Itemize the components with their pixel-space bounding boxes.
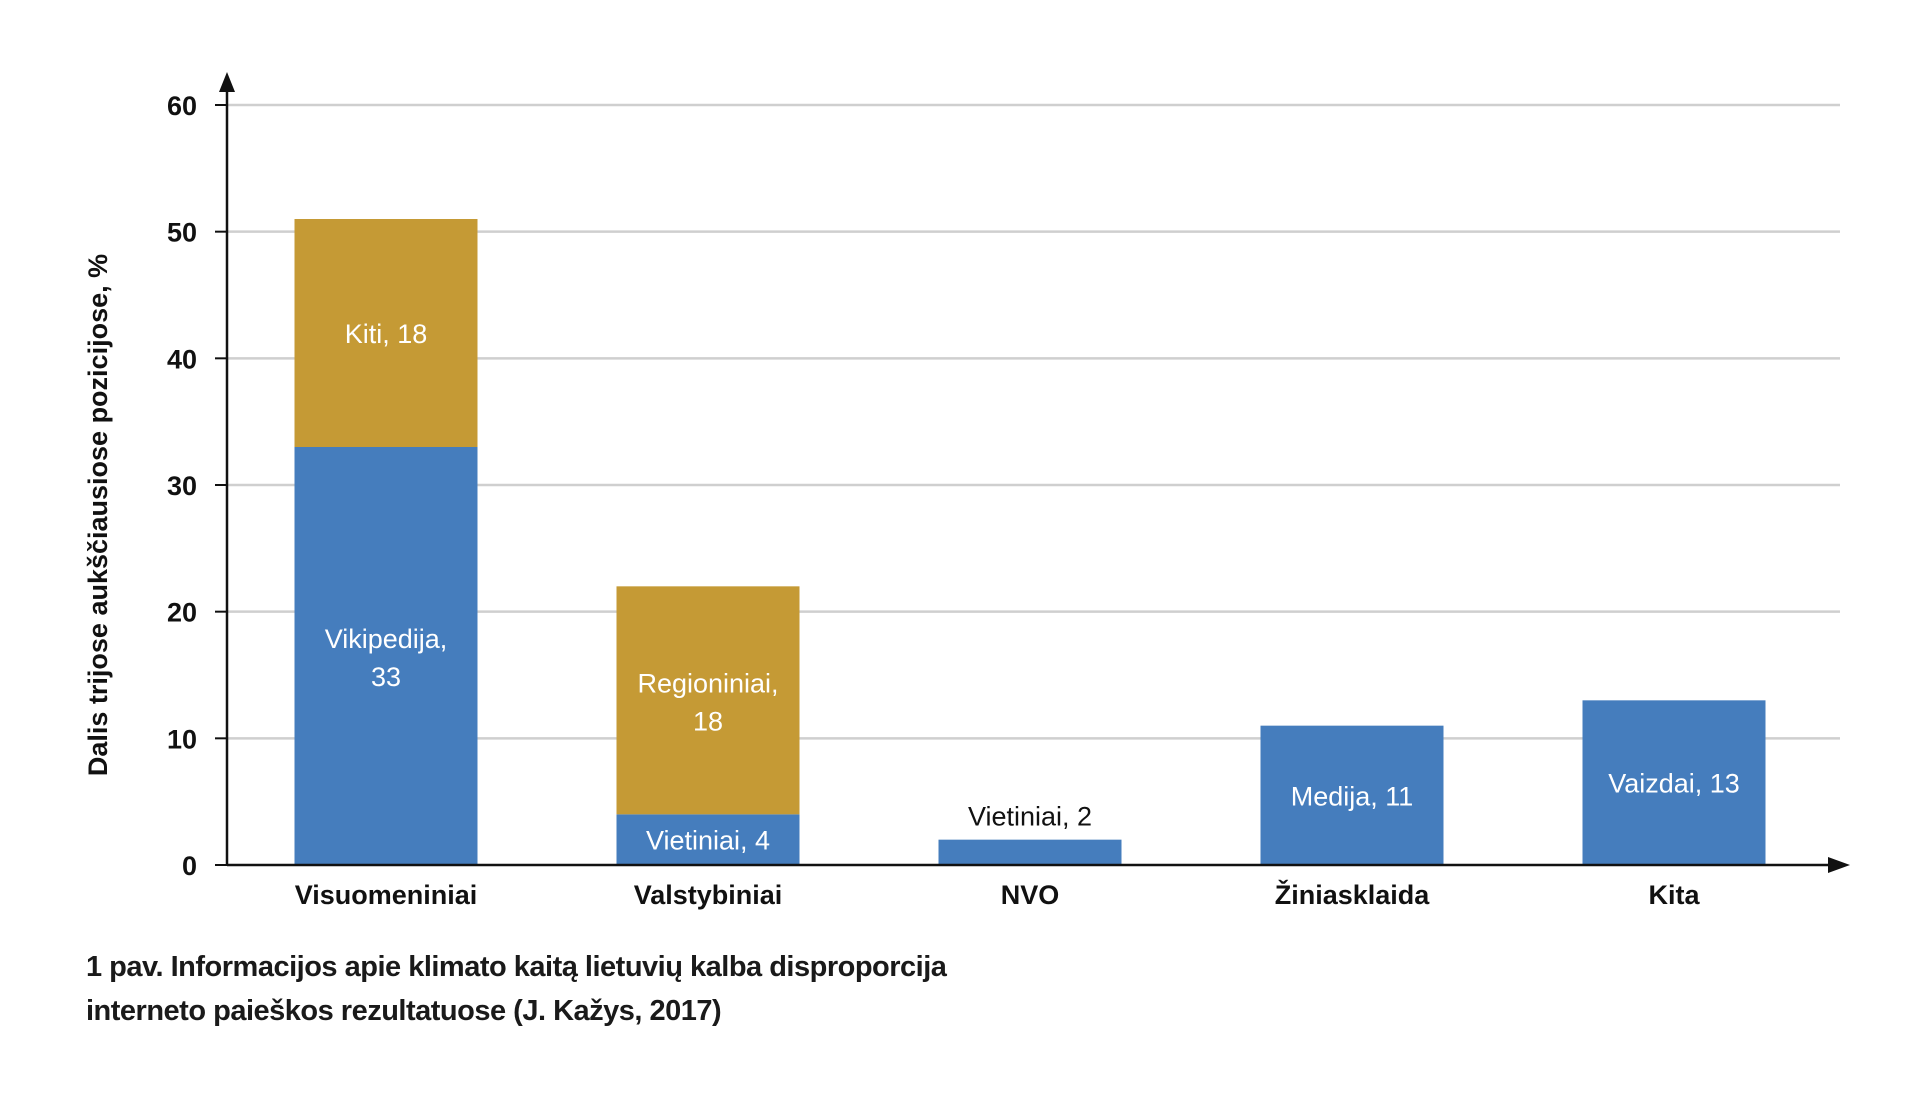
bar-segment (1582, 700, 1766, 865)
data-label: Vietiniai, 4 (646, 826, 770, 856)
data-label: 33 (371, 662, 401, 692)
x-tick-label: Žiniasklaida (1275, 879, 1431, 910)
bar-segment (616, 814, 800, 865)
bar-segment (616, 586, 800, 815)
data-label: Vietiniai, 2 (968, 802, 1092, 832)
y-tick-label: 10 (167, 724, 197, 754)
figure-caption: 1 pav. Informacijos apie klimato kaitą l… (86, 945, 947, 1033)
y-tick-label: 40 (167, 344, 197, 374)
bar-segment (294, 219, 478, 447)
data-label: 18 (693, 706, 723, 736)
x-tick-label: Visuomeniniai (295, 880, 478, 910)
x-axis-arrow-icon (1828, 857, 1850, 873)
caption-line-2: interneto paieškos rezultatuose (J. Kažy… (86, 995, 722, 1027)
data-label: Regioniniai, (637, 668, 778, 698)
y-tick-label: 0 (182, 851, 197, 881)
y-axis-label: Dalis trijose aukščiausiose pozicijose, … (83, 254, 113, 776)
bar-segment (938, 839, 1122, 865)
bar-segment (294, 447, 478, 865)
bar-segment (1260, 725, 1444, 865)
data-label: Vaizdai, 13 (1608, 769, 1740, 799)
data-label: Kiti, 18 (345, 319, 428, 349)
x-tick-label: Valstybiniai (634, 880, 783, 910)
y-tick-label: 50 (167, 218, 197, 248)
y-axis-arrow-icon (219, 72, 235, 92)
y-tick-label: 30 (167, 471, 197, 501)
x-tick-label: NVO (1001, 880, 1060, 910)
caption-line-1: 1 pav. Informacijos apie klimato kaitą l… (86, 951, 947, 983)
data-label: Vikipedija, (325, 624, 448, 654)
y-tick-label: 60 (167, 91, 197, 121)
x-tick-label: Kita (1648, 880, 1700, 910)
stacked-bar-chart: 0 10 20 30 40 50 60 Dalis trijose aukščiausiose… (83, 72, 1850, 910)
y-tick-label: 20 (167, 598, 197, 628)
data-label: Medija, 11 (1291, 781, 1414, 811)
